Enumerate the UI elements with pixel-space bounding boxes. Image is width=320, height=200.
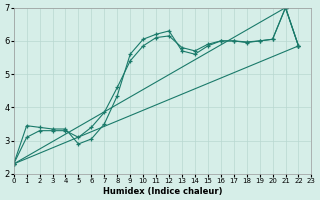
X-axis label: Humidex (Indice chaleur): Humidex (Indice chaleur) — [103, 187, 222, 196]
